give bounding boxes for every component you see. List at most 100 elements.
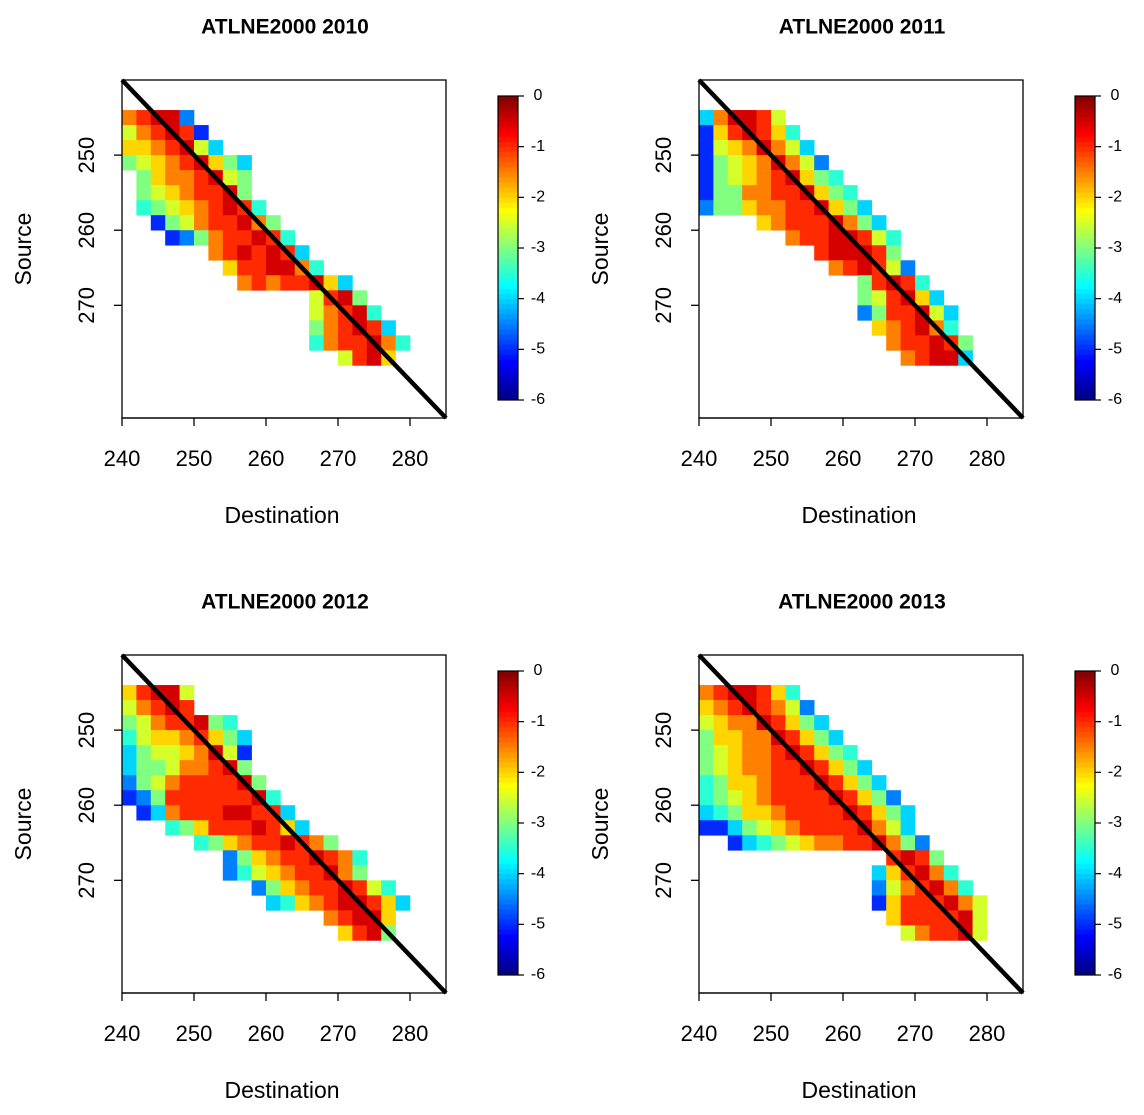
colorbar-swatch	[498, 273, 518, 279]
heat-cell	[771, 775, 786, 791]
colorbar-tick-label: -5	[531, 341, 545, 358]
heat-cell	[194, 820, 209, 836]
colorbar-swatch	[1075, 701, 1095, 707]
heat-cell	[136, 185, 152, 201]
colorbar-swatch	[498, 736, 518, 743]
heat-cell	[294, 850, 310, 866]
heat-cell	[958, 895, 973, 911]
heat-cell	[251, 260, 267, 276]
heat-cell	[395, 895, 411, 911]
colorbar-swatch	[1075, 959, 1095, 966]
x-tick-label: 270	[897, 1021, 934, 1046]
colorbar-swatch	[498, 248, 518, 254]
heat-cell	[900, 320, 916, 336]
heat-cell	[742, 715, 757, 731]
heat-cell	[727, 125, 743, 141]
heat-cell	[742, 140, 757, 156]
colorbar-swatch	[498, 782, 518, 788]
heat-cell	[150, 775, 166, 791]
heat-cell	[179, 745, 195, 761]
heat-cell	[785, 125, 801, 141]
heat-cell	[237, 820, 252, 836]
heat-cell	[122, 760, 137, 776]
heat-cell	[771, 200, 786, 216]
colorbar-tick-label: -3	[1108, 814, 1122, 831]
colorbar-swatch	[1075, 172, 1095, 178]
colorbar-swatch	[1075, 308, 1095, 315]
heat-cell	[843, 760, 858, 776]
heat-cell	[814, 170, 829, 186]
heat-cell	[266, 245, 281, 261]
colorbar-swatch	[498, 101, 518, 107]
heat-cell	[222, 260, 238, 276]
heat-cell	[814, 745, 829, 761]
heat-cell	[237, 215, 252, 231]
heat-cell	[756, 685, 772, 701]
heat-cell	[943, 865, 959, 881]
heat-cell	[756, 760, 772, 776]
colorbar-swatch	[1075, 802, 1095, 809]
heat-cell	[929, 305, 945, 321]
colorbar-swatch	[498, 848, 518, 854]
heat-cell	[266, 215, 281, 231]
x-tick-label: 280	[969, 1021, 1006, 1046]
heat-cell	[900, 925, 916, 941]
colorbar-swatch	[498, 192, 518, 198]
colorbar-swatch	[498, 706, 518, 712]
heat-cell	[136, 790, 152, 806]
colorbar-swatch	[498, 212, 518, 218]
heat-cell	[857, 835, 873, 851]
heat-cell	[165, 215, 180, 231]
heat-cell	[915, 290, 930, 306]
colorbar-swatch	[498, 227, 518, 234]
heat-cell	[280, 880, 296, 896]
heat-cell	[165, 155, 180, 171]
chart-title: ATLNE2000 2011	[779, 16, 946, 39]
heat-cell	[727, 805, 743, 821]
colorbar-swatch	[1075, 237, 1095, 244]
colorbar-swatch	[498, 878, 518, 885]
heat-cell	[843, 200, 858, 216]
heat-cell	[179, 170, 195, 186]
colorbar-swatch	[498, 106, 518, 112]
heat-cell	[828, 730, 844, 746]
heat-cell	[785, 820, 801, 836]
heat-cell	[871, 305, 887, 321]
heat-cell	[323, 320, 339, 336]
heat-cell	[756, 790, 772, 806]
heat-cell	[208, 245, 224, 261]
colorbar-swatch	[498, 389, 518, 396]
heat-cell	[366, 880, 382, 896]
heat-cell	[785, 155, 801, 171]
colorbar-swatch	[1075, 929, 1095, 935]
heat-cell	[814, 215, 829, 231]
heat-cell	[727, 730, 743, 746]
colorbar-swatch	[1075, 787, 1095, 793]
heat-cell	[742, 110, 757, 126]
colorbar-swatch	[1075, 146, 1095, 153]
heat-cell	[323, 850, 339, 866]
heat-cell	[222, 715, 238, 731]
colorbar-tick-label: -1	[531, 138, 545, 155]
heat-cell	[814, 820, 829, 836]
heat-cell	[742, 790, 757, 806]
heat-cell	[150, 745, 166, 761]
heat-cell	[886, 260, 901, 276]
heat-cell	[222, 730, 238, 746]
heat-cell	[222, 745, 238, 761]
colorbar-swatch	[498, 339, 518, 345]
heat-cell	[799, 215, 815, 231]
colorbar-swatch	[498, 146, 518, 153]
heat-cell	[828, 170, 844, 186]
colorbar-swatch	[498, 747, 518, 753]
heat-cell	[150, 730, 166, 746]
colorbar-swatch	[1075, 924, 1095, 930]
colorbar-swatch	[1075, 838, 1095, 844]
heat-cell	[900, 260, 916, 276]
x-tick-label: 260	[825, 446, 862, 471]
colorbar-swatch	[1075, 207, 1095, 213]
colorbar-swatch	[1075, 833, 1095, 839]
heat-cell	[136, 200, 152, 216]
colorbar-swatch	[1075, 696, 1095, 702]
heat-cell	[713, 745, 729, 761]
